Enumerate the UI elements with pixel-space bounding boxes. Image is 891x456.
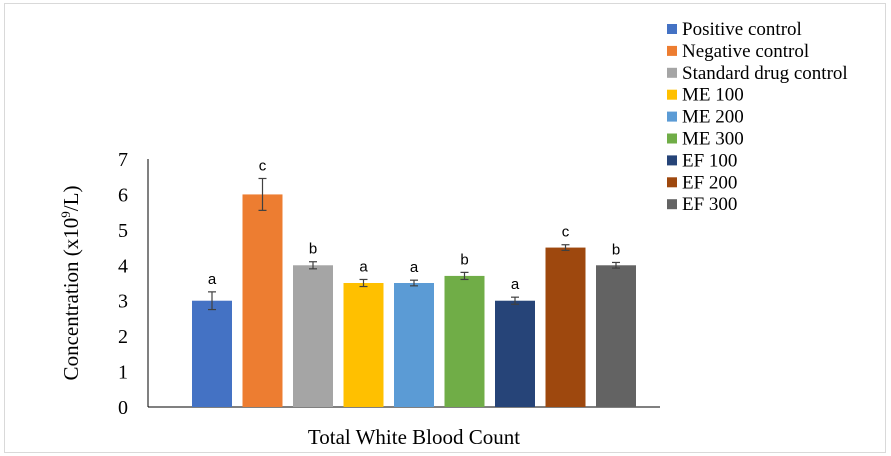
y-tick-label: 6 (118, 184, 128, 206)
y-axis-label-main: Concentration (x10 (59, 218, 83, 381)
legend-swatch (667, 199, 677, 210)
bar-group: b (444, 251, 485, 407)
y-tick-labels: 0 1 2 3 4 5 6 7 (118, 149, 128, 419)
y-axis-label-tail: /L) (59, 186, 83, 212)
bar-group: a (394, 259, 434, 407)
y-tick-label: 7 (118, 149, 128, 171)
legend-swatch (667, 45, 677, 56)
legend-item: Positive control (667, 19, 802, 40)
y-tick-label: 5 (118, 220, 128, 242)
legend-item: ME 100 (667, 85, 744, 106)
bar (242, 194, 283, 407)
legend-label: Negative control (682, 41, 809, 62)
bar-group: c (242, 157, 283, 407)
significance-letter: a (208, 271, 217, 288)
legend-swatch (667, 24, 677, 34)
bar (444, 275, 485, 407)
y-axis-label: Concentration (x109/L) (58, 186, 83, 381)
significance-letter: a (511, 276, 520, 293)
bar (394, 283, 434, 407)
bar-group: a (192, 271, 232, 407)
bar (596, 265, 636, 407)
significance-letter: b (309, 241, 317, 258)
significance-letter: c (259, 157, 267, 174)
legend-swatch (667, 133, 677, 144)
bars: a c b a a b a c b (192, 157, 636, 407)
legend-swatch (667, 155, 677, 166)
y-axis: 0 1 2 3 4 5 6 7 (118, 149, 149, 419)
legend-label: Standard drug control (682, 63, 848, 84)
bar (343, 283, 384, 407)
significance-letter: a (359, 258, 368, 275)
legend-label: ME 200 (682, 107, 744, 128)
legend-swatch (667, 111, 677, 122)
legend-label: EF 100 (682, 150, 737, 171)
bar-group: a (495, 276, 535, 407)
bar-group: a (343, 258, 384, 407)
y-axis-label-superscript: 9 (58, 211, 73, 218)
legend-swatch (667, 177, 677, 188)
significance-letter: a (410, 259, 419, 276)
bar (495, 300, 535, 407)
y-tick-label: 0 (118, 397, 128, 419)
bar (293, 265, 333, 407)
y-tick-label: 3 (118, 291, 128, 313)
legend-item: Standard drug control (667, 63, 848, 84)
significance-letter: b (460, 251, 468, 268)
x-axis-label: Total White Blood Count (308, 425, 520, 449)
legend-item: EF 200 (667, 172, 737, 193)
legend-item: ME 300 (667, 129, 744, 150)
bar (545, 247, 586, 407)
legend-item: Negative control (667, 41, 809, 62)
legend-swatch (667, 67, 677, 78)
legend-label: ME 300 (682, 129, 744, 150)
legend-label: EF 200 (682, 172, 737, 193)
y-tick-label: 4 (118, 255, 128, 277)
bar (192, 300, 232, 407)
legend-swatch (667, 89, 677, 100)
legend-item: EF 100 (667, 150, 737, 171)
legend-label: EF 300 (682, 194, 737, 215)
bar-group: c (545, 224, 586, 407)
legend-item: ME 200 (667, 107, 744, 128)
legend-label: ME 100 (682, 85, 744, 106)
legend-item: EF 300 (667, 194, 737, 215)
significance-letter: b (612, 241, 620, 258)
y-tick-label: 2 (118, 326, 128, 348)
bar-group: b (596, 241, 636, 407)
significance-letter: c (562, 224, 570, 241)
bar-group: b (293, 241, 333, 407)
y-tick-label: 1 (118, 362, 128, 384)
legend-label: Positive control (682, 19, 802, 40)
